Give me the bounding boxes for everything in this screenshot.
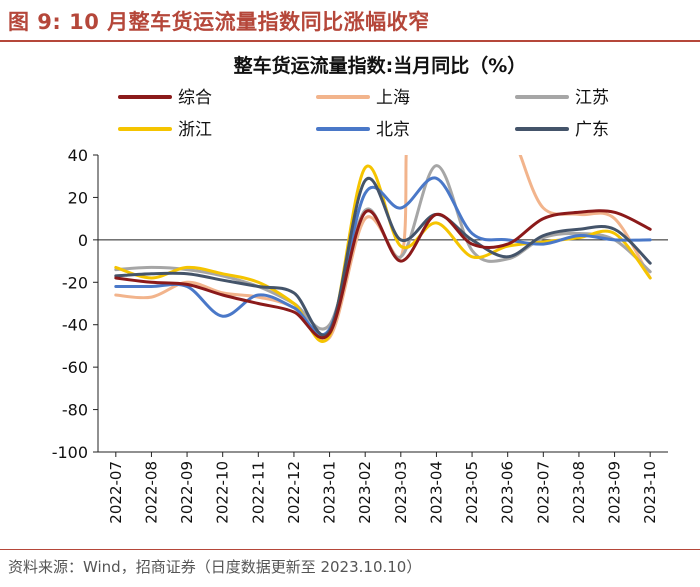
chart-title: 整车货运流量指数:当月同比（%） [234, 54, 527, 77]
source-note: 资料来源：Wind，招商证券（日度数据更新至 2023.10.10） [8, 558, 422, 576]
x-tick-label: 2023-03 [392, 461, 410, 524]
legend-label-浙江: 浙江 [178, 120, 212, 140]
x-tick-label: 2023-09 [606, 461, 624, 524]
y-tick-label: -40 [62, 316, 88, 335]
legend-label-上海: 上海 [376, 88, 410, 108]
y-tick-label: 40 [68, 146, 88, 165]
x-tick-label: 2022-09 [178, 461, 196, 524]
y-tick-label: 20 [68, 188, 88, 207]
series-line-上海-part2 [518, 155, 652, 280]
series-line-广东 [114, 176, 652, 337]
x-tick-label: 2023-07 [534, 461, 552, 524]
figure-label: 图 9: [8, 10, 62, 34]
legend-label-综合: 综合 [178, 88, 212, 108]
figure-title-text: 10 月整车货运流量指数同比涨幅收窄 [69, 10, 430, 34]
y-tick-label: -20 [62, 273, 88, 292]
x-axis: 2022-07 2022-08 2022-09 2022-10 2022-11 2022-… [107, 452, 659, 524]
y-tick-label: -100 [52, 443, 88, 462]
y-tick-label: -60 [62, 358, 88, 377]
y-tick-label: 0 [78, 231, 88, 250]
y-tick-label: -80 [62, 401, 88, 420]
x-tick-label: 2023-04 [427, 461, 445, 524]
figure-header: 图 9: 10 月整车货运流量指数同比涨幅收窄 [0, 0, 700, 40]
figure-title: 图 9: 10 月整车货运流量指数同比涨幅收窄 [8, 6, 430, 36]
x-tick-label: 2023-05 [463, 461, 481, 524]
series-line-北京 [114, 176, 652, 337]
x-tick-label: 2022-10 [214, 461, 232, 524]
series-lines [114, 155, 652, 344]
series-line-综合 [114, 209, 652, 340]
x-tick-label: 2022-11 [249, 461, 267, 524]
series-line-江苏 [114, 164, 652, 331]
x-tick-label: 2023-08 [570, 461, 588, 524]
legend-label-广东: 广东 [575, 120, 609, 140]
x-tick-label: 2023-10 [641, 461, 659, 524]
header-rule [0, 40, 700, 42]
legend-label-北京: 北京 [376, 120, 410, 140]
x-tick-label: 2023-06 [499, 461, 517, 524]
legend-label-江苏: 江苏 [575, 88, 609, 108]
x-tick-label: 2022-07 [107, 461, 125, 524]
x-tick-label: 2023-02 [356, 461, 374, 524]
footer-rule [0, 549, 700, 550]
x-tick-label: 2022-12 [285, 461, 303, 524]
x-tick-label: 2022-08 [142, 461, 160, 524]
x-tick-label: 2023-01 [321, 461, 339, 524]
y-axis: 40 20 0 -20 -40 -60 -80 -100 [52, 146, 98, 462]
